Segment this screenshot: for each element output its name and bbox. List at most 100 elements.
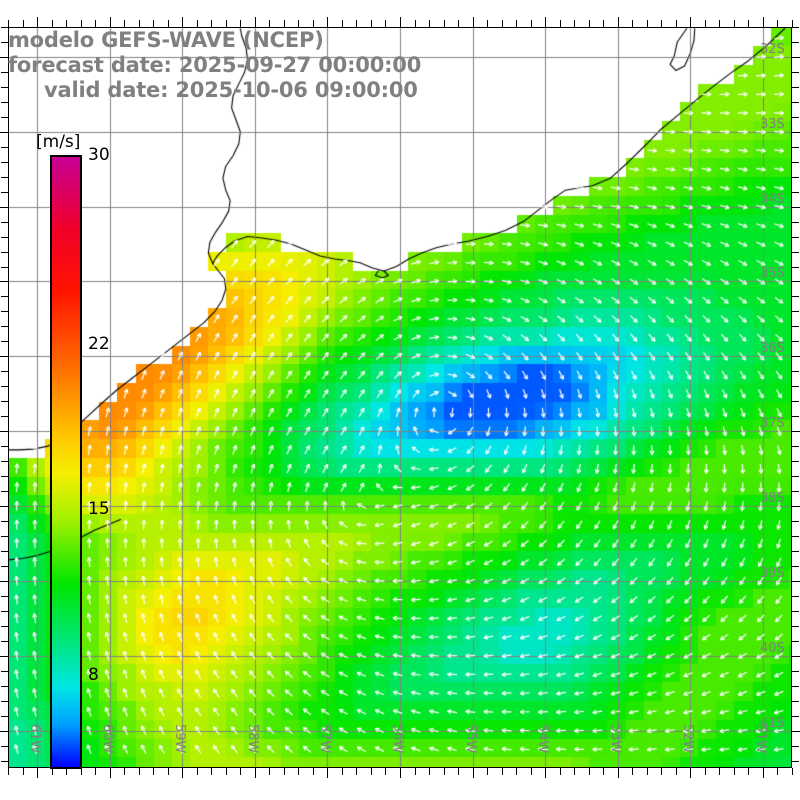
lat-label-39S: 39S	[760, 565, 785, 581]
tick-top	[139, 20, 140, 27]
colorbar-tick-8: 8	[88, 664, 99, 685]
tick-bottom	[487, 768, 488, 775]
tick-top	[168, 20, 169, 27]
tick-right	[792, 102, 799, 103]
tick-bottom	[531, 768, 532, 775]
tick-right	[792, 641, 799, 642]
title-model-line: modelo GEFS-WAVE (NCEP)	[8, 28, 324, 52]
tick-right	[792, 177, 799, 178]
tick-bottom	[371, 768, 372, 775]
tick-bottom	[574, 768, 575, 775]
tick-bottom	[255, 768, 256, 778]
tick-left	[1, 386, 8, 387]
tick-right	[792, 461, 799, 462]
tick-top	[647, 20, 648, 27]
wind-direction-arrows	[8, 27, 792, 768]
tick-left	[1, 117, 8, 118]
tick-bottom	[618, 768, 619, 778]
tick-right	[792, 132, 800, 133]
tick-top	[719, 20, 720, 27]
tick-top	[255, 17, 256, 27]
lat-label-36S: 36S	[760, 341, 785, 357]
tick-right	[792, 356, 800, 357]
tick-right	[792, 117, 799, 118]
tick-right	[792, 476, 799, 477]
tick-bottom	[516, 768, 517, 775]
lon-label-58W: 58W	[244, 724, 260, 754]
tick-right	[792, 731, 800, 732]
tick-right	[792, 716, 799, 717]
figure-title-block: modelo GEFS-WAVE (NCEP) forecast date: 2…	[0, 28, 520, 103]
tick-left	[1, 222, 8, 223]
tick-right	[792, 626, 799, 627]
tick-right	[792, 386, 799, 387]
tick-right	[792, 686, 799, 687]
tick-top	[197, 20, 198, 27]
tick-left	[1, 446, 8, 447]
tick-right	[792, 162, 799, 163]
tick-bottom	[66, 768, 67, 775]
tick-bottom	[211, 768, 212, 775]
tick-right	[792, 267, 799, 268]
tick-bottom	[415, 768, 416, 775]
tick-top	[574, 20, 575, 27]
tick-left	[1, 237, 8, 238]
tick-bottom	[676, 768, 677, 775]
tick-left	[0, 281, 8, 282]
tick-top	[95, 20, 96, 27]
lon-label-57W: 57W	[317, 724, 333, 754]
tick-right	[792, 326, 799, 327]
tick-bottom	[240, 768, 241, 775]
tick-bottom	[777, 768, 778, 775]
tick-bottom	[37, 768, 38, 778]
tick-left	[1, 491, 8, 492]
tick-right	[792, 611, 799, 612]
tick-left	[1, 162, 8, 163]
tick-bottom	[197, 768, 198, 775]
tick-top	[748, 20, 749, 27]
tick-right	[792, 341, 799, 342]
lon-label-54W: 54W	[535, 724, 551, 754]
map-plot-area	[8, 27, 792, 768]
tick-bottom	[168, 768, 169, 775]
tick-bottom	[342, 768, 343, 775]
colorbar-tick-30: 30	[88, 145, 110, 165]
tick-left	[1, 686, 8, 687]
tick-right	[792, 521, 799, 522]
tick-top	[23, 20, 24, 27]
tick-bottom	[792, 768, 793, 775]
tick-top	[502, 20, 503, 27]
tick-top	[734, 20, 735, 27]
tick-right	[792, 551, 799, 552]
tick-left	[1, 701, 8, 702]
tick-top	[661, 20, 662, 27]
tick-left	[1, 671, 8, 672]
tick-left	[1, 476, 8, 477]
tick-left	[0, 132, 8, 133]
tick-left	[1, 102, 8, 103]
lon-label-53W: 53W	[607, 724, 623, 754]
tick-right	[792, 446, 799, 447]
tick-top	[560, 20, 561, 27]
tick-top	[8, 20, 9, 27]
tick-left	[1, 716, 8, 717]
tick-top	[516, 20, 517, 27]
tick-left	[1, 296, 8, 297]
tick-left	[0, 431, 8, 432]
tick-top	[37, 17, 38, 27]
tick-bottom	[603, 768, 604, 775]
lat-label-37S: 37S	[760, 416, 785, 432]
title-forecast-date-line: forecast date: 2025-09-27 00:00:00	[8, 53, 422, 77]
tick-top	[284, 20, 285, 27]
tick-bottom	[153, 768, 154, 775]
tick-right	[792, 761, 799, 762]
tick-bottom	[545, 768, 546, 778]
tick-right	[792, 416, 799, 417]
tick-top	[240, 20, 241, 27]
tick-right	[792, 72, 799, 73]
tick-top	[705, 20, 706, 27]
tick-top	[124, 20, 125, 27]
tick-top	[110, 17, 111, 27]
lat-label-40S: 40S	[760, 640, 785, 656]
tick-right	[792, 42, 799, 43]
